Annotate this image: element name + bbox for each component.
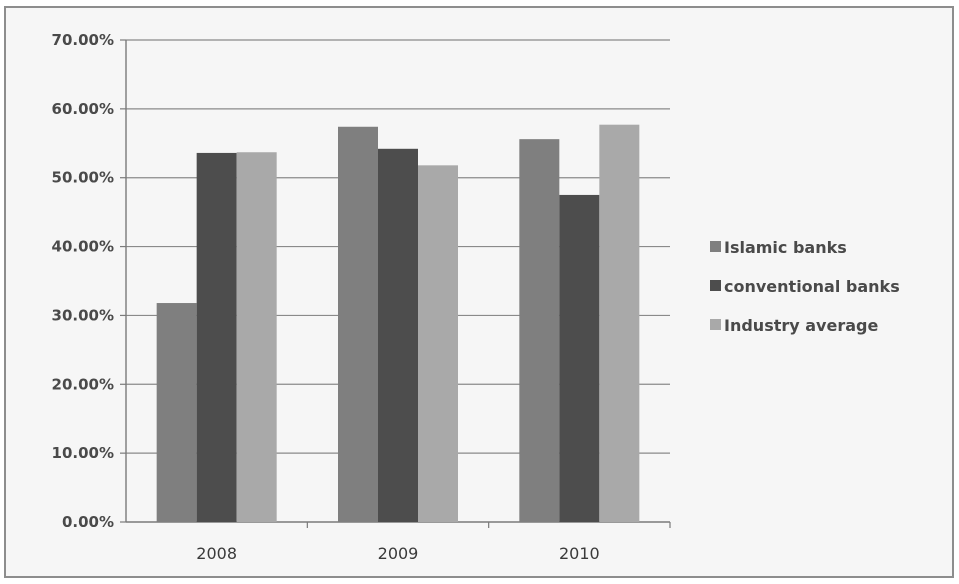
bars bbox=[156, 124, 640, 523]
bar bbox=[418, 165, 458, 522]
bar bbox=[599, 124, 640, 523]
y-tick-label: 30.00% bbox=[52, 306, 114, 324]
y-tick-labels: 0.00% 10.00% 20.00% 30.00% 40.00% 50.00% 60.00… bbox=[52, 31, 114, 531]
x-tick-label: 2010 bbox=[559, 544, 600, 563]
bar bbox=[378, 148, 418, 522]
bar bbox=[156, 303, 197, 522]
legend-swatch bbox=[710, 319, 721, 330]
y-tick-label: 40.00% bbox=[52, 238, 114, 256]
y-tick-label: 50.00% bbox=[52, 169, 114, 187]
y-tick-label: 10.00% bbox=[52, 444, 114, 462]
y-tick-label: 70.00% bbox=[52, 31, 114, 49]
legend-swatch bbox=[710, 241, 721, 252]
legend-label: Islamic banks bbox=[724, 238, 847, 257]
legend: Islamic banks conventional banks Industry … bbox=[710, 238, 900, 335]
x-tick-label: 2009 bbox=[378, 544, 419, 563]
bar bbox=[236, 152, 277, 523]
bar bbox=[196, 152, 237, 522]
bar bbox=[338, 126, 378, 522]
legend-label: Industry average bbox=[724, 316, 878, 335]
bar bbox=[559, 194, 600, 522]
legend-swatch bbox=[710, 280, 721, 291]
y-tick-label: 20.00% bbox=[52, 375, 114, 393]
bar bbox=[519, 139, 560, 522]
y-tick-label: 60.00% bbox=[52, 100, 114, 118]
legend-label: conventional banks bbox=[724, 277, 900, 296]
bar-chart: 0.00% 10.00% 20.00% 30.00% 40.00% 50.00% 60.00… bbox=[52, 31, 900, 563]
x-tick-label: 2008 bbox=[196, 544, 237, 563]
chart-frame: 0.00% 10.00% 20.00% 30.00% 40.00% 50.00% 60.00… bbox=[4, 6, 954, 578]
y-tick-label: 0.00% bbox=[62, 513, 114, 531]
x-tick-labels: 2008 2009 2010 bbox=[196, 544, 599, 563]
